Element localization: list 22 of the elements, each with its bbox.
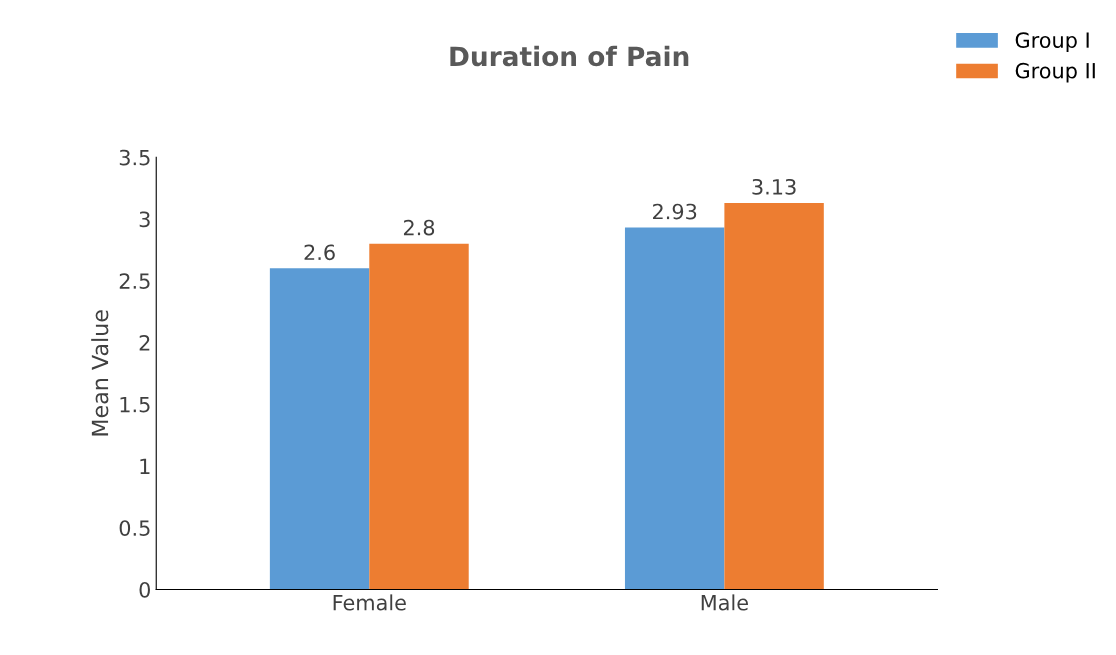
legend-label: Group II [1015,62,1095,83]
legend-label: Group I [1015,32,1089,53]
x-tick-label: Female [333,594,406,611]
data-label: 2.6 [304,244,335,261]
y-tick-label: 2 [139,334,150,351]
y-tick-label: 2.5 [119,273,150,289]
y-tick-label: 3.5 [119,149,150,166]
y-tick-label: 3 [139,211,150,228]
data-label: 2.8 [403,219,435,236]
y-tick-label: 0 [139,581,150,598]
data-label: 2.93 [653,203,697,220]
data-label: 3.13 [752,178,796,195]
y-tick-label: 1.5 [120,396,150,413]
y-tick-label: 1 [140,458,150,474]
bar [624,227,725,590]
bar [269,268,370,590]
bar [724,202,824,590]
chart-title: Duration of Pain [450,45,689,67]
y-axis-title: Mean Value [91,310,109,436]
y-tick-label: 0.5 [119,520,150,536]
bar [369,243,469,590]
x-tick-label: Male [701,594,748,611]
